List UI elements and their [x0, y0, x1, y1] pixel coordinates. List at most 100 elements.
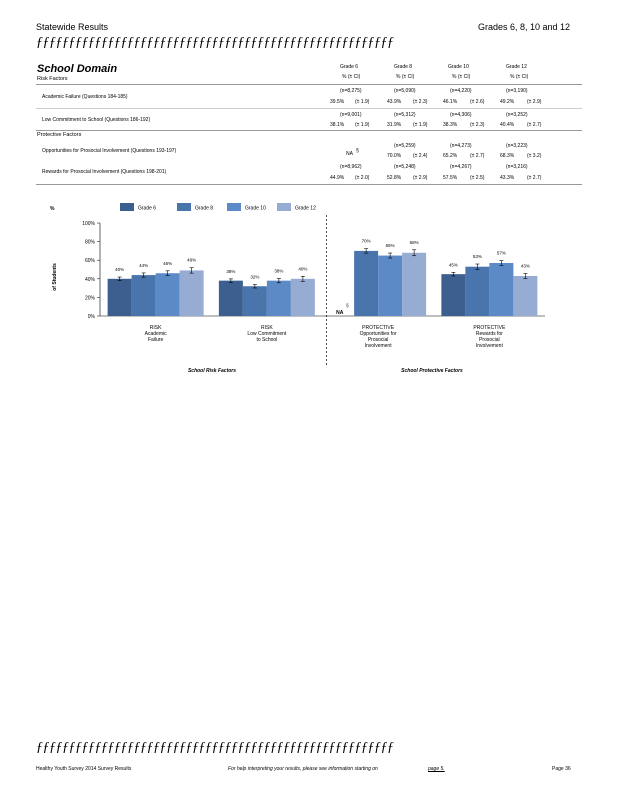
bar-value-label: 38% [274, 269, 283, 274]
row3-n-6: (n=8,962) [340, 164, 362, 170]
row1-pct-12: 40.4% [500, 122, 515, 128]
col-ci-6: % (± CI) [342, 74, 361, 80]
category-label: Prosocial [368, 337, 389, 343]
row0-pct-10: 46.1% [443, 99, 458, 105]
col-ci-12: % (± CI) [510, 74, 529, 80]
group-label-risk: School Risk Factors [188, 368, 236, 374]
bar [155, 273, 180, 316]
row2-ci-12: (± 3.2) [527, 153, 542, 159]
bar-value-label: 32% [250, 274, 259, 279]
row2-ci-6: § [356, 148, 359, 154]
y-tick-label: 0% [88, 314, 96, 320]
row0-ci-10: (± 2.6) [470, 99, 485, 105]
bar [513, 276, 538, 316]
row2-pct-12: 68.3% [500, 153, 515, 159]
row-label-low-commitment: Low Commitment to School (Questions 186-… [42, 117, 151, 123]
bar-value-label: 70% [362, 239, 371, 244]
row-label-rewards: Rewards for Prosocial Involvement (Quest… [42, 169, 167, 175]
col-ci-10: % (± CI) [452, 74, 471, 80]
row0-n-10: (n=4,220) [450, 88, 472, 94]
row0-n-8: (n=5,090) [394, 88, 416, 94]
y-axis-label: of Students [52, 263, 58, 291]
row1-n-10: (n=4,306) [450, 112, 472, 118]
table-rule-mid [36, 130, 582, 131]
col-grade-6: Grade 6 [340, 64, 359, 70]
bar-value-label: 49% [187, 258, 196, 263]
y-tick-label: 100% [82, 221, 95, 227]
row3-ci-8: (± 2.9) [413, 175, 428, 181]
row-label-opportunities: Opportunities for Prosocial Involvement … [42, 148, 177, 154]
bar [266, 280, 291, 316]
category-label: Prosocial [479, 337, 500, 343]
table-rule-top [36, 84, 582, 85]
row1-pct-6: 38.1% [330, 122, 345, 128]
footer-rule: ƒƒƒƒƒƒƒƒƒƒƒƒƒƒƒƒƒƒƒƒƒƒƒƒƒƒƒƒƒƒƒƒƒƒƒƒƒƒƒƒ… [36, 740, 394, 755]
category-label: Academic [145, 331, 167, 337]
row1-n-8: (n=5,312) [394, 112, 416, 118]
row1-n-12: (n=3,252) [506, 112, 528, 118]
bar-value-label: 68% [410, 240, 419, 245]
chart-bars: 40% 44% 46% 49% 38% 32% 38% 40% NA§ 70% 65% 68% 45% 5… [107, 239, 538, 316]
category-label: to School [256, 337, 277, 343]
row3-pct-6: 44.9% [330, 175, 345, 181]
legend-swatch [227, 203, 241, 211]
row1-ci-8: (± 1.9) [413, 122, 428, 128]
bar [465, 266, 490, 316]
bar [179, 270, 204, 316]
bar [218, 280, 243, 316]
category-label: Opportunities for [360, 331, 397, 337]
footer-left: Healthy Youth Survey 2014 Survey Results [36, 766, 132, 772]
row1-n-6: (n=9,001) [340, 112, 362, 118]
row0-ci-8: (± 2.3) [413, 99, 428, 105]
row2-ci-8: (± 2.4) [413, 153, 428, 159]
row0-ci-12: (± 2.9) [527, 99, 542, 105]
row3-pct-8: 52.8% [387, 175, 402, 181]
domain-title: School Domain [37, 63, 118, 75]
bar-value-label: 40% [115, 267, 124, 272]
bar-value-label: 40% [298, 266, 307, 271]
group-label-protective: School Protective Factors [401, 368, 463, 374]
row2-n-10: (n=4,273) [450, 143, 472, 149]
bar-na-marker: § [346, 303, 349, 308]
col-grade-12: Grade 12 [506, 64, 527, 70]
category-label: PROTECTIVE [362, 325, 395, 331]
col-ci-8: % (± CI) [396, 74, 415, 80]
row3-ci-12: (± 2.7) [527, 175, 542, 181]
legend-swatch [120, 203, 134, 211]
y-tick-label: 40% [85, 277, 96, 283]
row0-pct-6: 39.5% [330, 99, 345, 105]
y-axis-percent-label: % [50, 206, 55, 212]
row0-pct-8: 43.9% [387, 99, 402, 105]
row-divider [36, 108, 582, 109]
row3-n-8: (n=5,248) [394, 164, 416, 170]
row1-ci-10: (± 2.3) [470, 122, 485, 128]
col-grade-8: Grade 8 [394, 64, 413, 70]
header-right: Grades 6, 8, 10 and 12 [478, 22, 571, 32]
row1-ci-12: (± 2.7) [527, 122, 542, 128]
bar [441, 274, 466, 316]
bar [107, 278, 132, 316]
category-label: RISK [261, 325, 273, 331]
row0-n-6: (n=8,275) [340, 88, 362, 94]
risk-factors-label: Risk Factors [37, 76, 68, 82]
col-grade-10: Grade 10 [448, 64, 469, 70]
row3-ci-6: (± 2.0) [355, 175, 370, 181]
row2-n-8: (n=5,259) [394, 143, 416, 149]
footer-page-link[interactable]: page 5. [428, 766, 445, 772]
bar-value-label: 38% [226, 269, 235, 274]
category-label: Involvement [365, 343, 393, 349]
category-label: Rewards for [476, 331, 503, 337]
legend-label: Grade 10 [245, 206, 266, 212]
bar-value-label: 53% [473, 254, 482, 259]
bar [489, 262, 514, 316]
bar [378, 255, 403, 316]
row2-pct-8: 70.0% [387, 153, 402, 159]
bar-value-label: 57% [497, 251, 506, 256]
category-label: Failure [148, 337, 164, 343]
row1-pct-10: 38.3% [443, 122, 458, 128]
bar [242, 286, 267, 316]
bar [290, 278, 315, 316]
bar-value-label: 45% [449, 262, 458, 267]
table-rule-bottom [36, 184, 582, 185]
bar-chart: % of Students Grade 6 Grade 8 Grade 10 Grad… [50, 203, 545, 374]
